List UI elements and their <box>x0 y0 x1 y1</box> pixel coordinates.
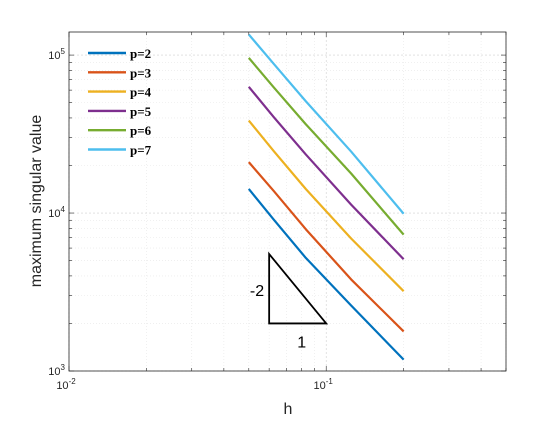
y-tick-label: 105 <box>48 47 65 62</box>
series-line-p=6 <box>247 57 405 236</box>
slope-triangle-shape <box>268 251 329 325</box>
legend-entry-p=3: p=3 <box>130 65 152 80</box>
slope-triangle: -2 1 <box>250 251 329 351</box>
plot-background <box>69 32 506 371</box>
axis-ticks <box>68 32 507 372</box>
x-axis-label: h <box>284 401 293 418</box>
x-tick-label: 10-2 <box>56 377 76 392</box>
x-tick-label: 10-1 <box>314 377 334 392</box>
series-line-p=4 <box>247 119 405 292</box>
legend: p=2 p=3 p=4 p=5 p=6 p=7 <box>88 46 152 158</box>
y-axis-label: maximum singular value <box>28 115 45 288</box>
slope-label: -2 <box>250 283 264 300</box>
y-tick-label: 104 <box>48 205 65 220</box>
series-line-p=7 <box>247 33 405 215</box>
series-lines <box>247 33 405 361</box>
series-line-p=2 <box>247 188 405 361</box>
series-line-p=3 <box>247 161 405 333</box>
y-tick-label: 103 <box>48 363 65 378</box>
legend-entry-p=2: p=2 <box>130 46 151 61</box>
tick-labels: 10-2 10-1 103 104 105 <box>48 47 333 392</box>
legend-entry-p=6: p=6 <box>130 123 152 138</box>
plot-frame <box>68 31 507 372</box>
series-line-p=5 <box>247 86 405 260</box>
legend-entry-p=4: p=4 <box>130 85 152 100</box>
run-label: 1 <box>297 334 306 351</box>
legend-entry-p=5: p=5 <box>130 104 152 119</box>
legend-entry-p=7: p=7 <box>130 143 152 158</box>
